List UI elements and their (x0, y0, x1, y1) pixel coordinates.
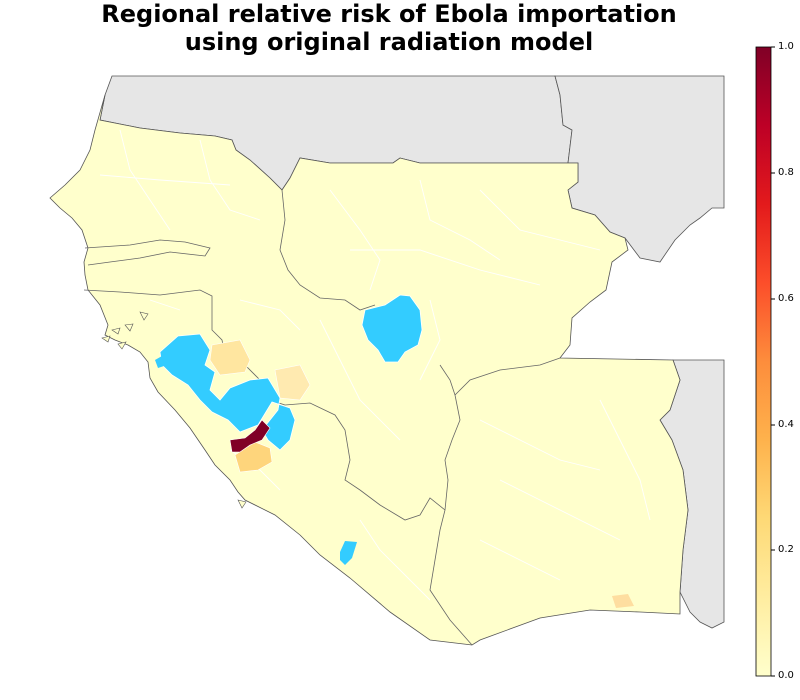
offshore-islands (101, 311, 247, 509)
map-title: Regional relative risk of Ebola importat… (0, 0, 778, 56)
colorbar-tick-label: 0.8 (778, 167, 794, 178)
region-medium-risk-4 (612, 594, 634, 608)
title-line-2: using original radiation model (184, 28, 594, 56)
region-medium-risk-2 (274, 364, 311, 401)
colorbar-ticks (771, 46, 775, 677)
affected-region-small-coastal (155, 356, 164, 368)
country-border-lines (83, 189, 561, 646)
affected-region-mali-central (361, 294, 423, 363)
title-line-1: Regional relative risk of Ebola importat… (101, 0, 677, 28)
colorbar-tick-label: 1.0 (778, 41, 794, 52)
admin-boundary-lines (99, 129, 651, 601)
colorbar-tick-label: 0.0 (778, 670, 794, 681)
affected-region-liberia (340, 541, 357, 565)
region-highest-risk (229, 419, 271, 453)
region-medium-risk-1 (209, 339, 251, 376)
colorbar-tick-label: 0.2 (778, 544, 794, 555)
colorbar-tick-label: 0.6 (778, 293, 794, 304)
colorbar (755, 46, 772, 677)
colorbar-tick-label: 0.4 (778, 419, 794, 430)
